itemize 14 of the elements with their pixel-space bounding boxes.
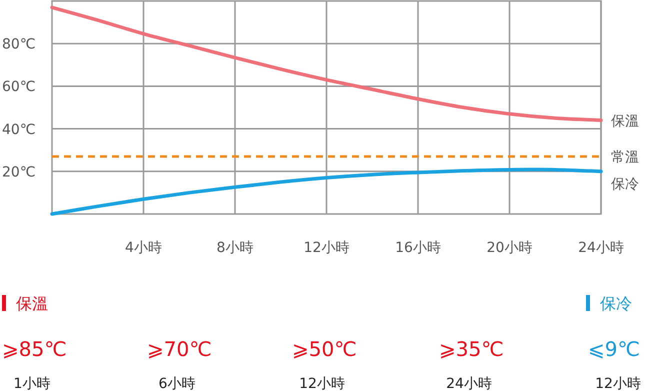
annotations: 保溫 保冷 ⩾85℃ 1小時 ⩾70℃ 6小時 ⩾50℃ 12小時 ⩾35℃ 24小時 ⩽9℃ 12小時 [2,294,641,391]
y-tick-label: 20℃ [2,164,36,180]
x-tick-label: 24小時 [578,240,624,256]
x-tick-label: 4小時 [125,240,162,256]
x-tick-label: 12小時 [304,240,350,256]
series-label: 保冷 [611,176,639,192]
x-tick-label: 8小時 [216,240,254,256]
x-tick-label: 16小時 [395,240,441,256]
y-tick-label: 60℃ [2,79,36,96]
y-tick-label: 80℃ [2,36,36,53]
y-tick-label: 40℃ [2,122,36,138]
x-tick-label: 20小時 [486,240,532,256]
series-label: 保溫 [611,113,639,130]
ref-line-label: 常溫 [611,149,639,166]
